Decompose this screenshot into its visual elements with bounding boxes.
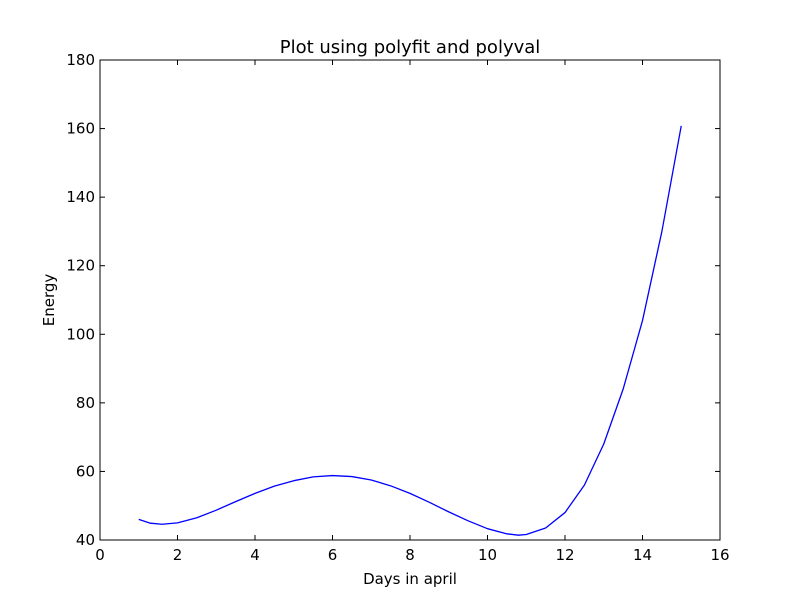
y-tick-label: 40 — [76, 531, 95, 549]
series-line-0 — [138, 125, 682, 536]
x-axis: 0 2 4 6 8 10 12 14 16 — [95, 60, 730, 564]
y-tick-label: 160 — [66, 120, 95, 138]
x-tick-label: 4 — [250, 546, 260, 564]
x-tick-label: 10 — [478, 546, 497, 564]
x-tick-label: 16 — [710, 546, 729, 564]
x-tick-label: 12 — [555, 546, 574, 564]
x-axis-label: Days in april — [363, 570, 457, 588]
x-tick-label: 14 — [633, 546, 652, 564]
x-tick-label: 2 — [173, 546, 183, 564]
y-axis: 40 60 80 100 120 140 160 180 — [66, 51, 720, 549]
y-tick-label: 140 — [66, 188, 95, 206]
y-tick-label: 120 — [66, 257, 95, 275]
y-tick-label: 180 — [66, 51, 95, 69]
x-tick-label: 6 — [328, 546, 338, 564]
x-tick-label: 8 — [405, 546, 415, 564]
y-axis-label: Energy — [40, 274, 58, 327]
y-tick-label: 100 — [66, 325, 95, 343]
y-tick-label: 80 — [76, 394, 95, 412]
y-tick-label: 60 — [76, 462, 95, 480]
x-tick-label: 0 — [95, 546, 105, 564]
chart-title: Plot using polyfit and polyval — [280, 37, 541, 58]
